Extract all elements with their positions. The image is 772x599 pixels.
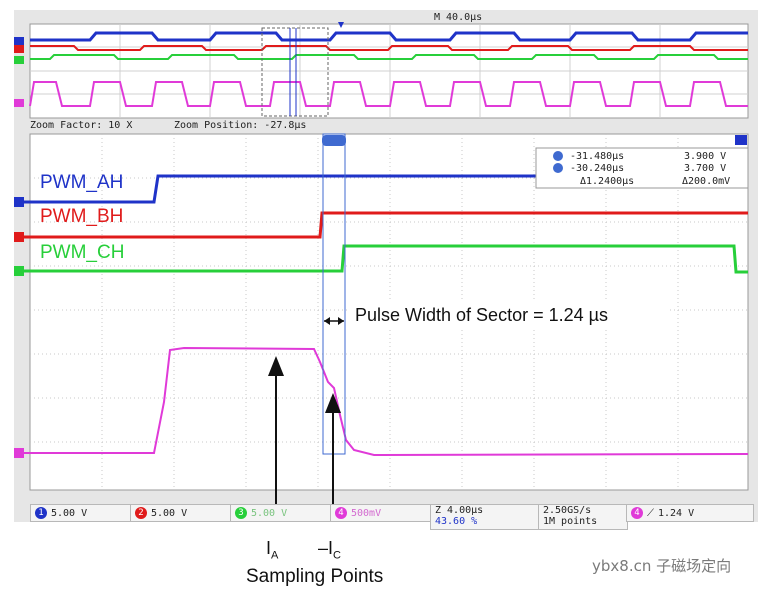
ic-arrow-head-icon (325, 393, 341, 413)
cursor-a-time: -31.480µs (570, 151, 624, 162)
ch2-marker-overview (14, 45, 24, 53)
trace-pwm-ah (14, 174, 748, 204)
ch4-setting[interactable]: 4 500mV (330, 504, 434, 522)
zoom-window (261, 27, 329, 117)
pulse-width-note: Pulse Width of Sector = 1.24 µs (355, 305, 608, 325)
ch1-setting[interactable]: 1 5.00 V (30, 504, 134, 522)
trace-pwm-bh (14, 211, 748, 239)
ch2-badge: 2 (135, 507, 147, 519)
trace-pwm-ch (14, 244, 748, 274)
ic-subscript: C (333, 549, 341, 562)
trigger-marker-icon (338, 22, 344, 28)
ic-label: –IC (318, 538, 341, 562)
cursor-delta-value: Δ200.0mV (682, 176, 730, 187)
ch1-marker-overview (14, 37, 24, 45)
cursor-b-value: 3.700 V (684, 163, 726, 174)
cursor-delta-time: Δ1.2400µs (580, 176, 634, 187)
cursor-b-time: -30.240µs (570, 163, 624, 174)
pulse-note-bg (348, 302, 668, 330)
ia-arrow-head-icon (268, 356, 284, 376)
sample-rate: 2.50GS/s (543, 505, 592, 516)
oscilloscope-screen: M 40.0µs Zoom Factor: 10 X Zoom Position… (14, 10, 758, 530)
trigger-level: 1.24 V (658, 507, 695, 519)
ch4-marker (14, 448, 24, 458)
ch3-marker (14, 266, 24, 276)
ch3-scale: 5.00 V (251, 507, 288, 519)
overview-trace-current (29, 81, 748, 107)
main-grid (30, 134, 748, 490)
trigger-position-icon (735, 135, 747, 145)
cursor-a-value: 3.900 V (684, 151, 726, 162)
ch2-scale: 5.00 V (151, 507, 188, 519)
ia-text: I (266, 538, 272, 558)
overview-trace-bh (30, 45, 748, 51)
zoom-position-label: Zoom Position: -27.8µs (174, 120, 306, 131)
trigger-source-badge: 4 (631, 507, 643, 519)
pwm-ch-label: PWM_CH (40, 242, 124, 263)
cursor-a-icon (553, 151, 563, 161)
overview-trace-ch (30, 54, 748, 60)
ch4-scale: 500mV (351, 507, 382, 519)
watermark: ybx8.cn 子磁场定向 (592, 557, 732, 575)
timebase-label: M 40.0µs (434, 12, 482, 23)
ic-text: –I (318, 538, 334, 558)
zoom-timebase: Z 4.00µs (435, 505, 484, 516)
ch1-badge: 1 (35, 507, 47, 519)
overview-trace-ah (30, 31, 748, 42)
pulse-arrow-left-icon (324, 317, 330, 325)
ch3-badge: 3 (235, 507, 247, 519)
ch4-marker-overview (14, 99, 24, 107)
pwm-bh-label: PWM_BH (40, 206, 123, 227)
record-length: 1M points (543, 516, 598, 527)
cursor-readout-box (535, 147, 749, 189)
pulse-arrow-right-icon (338, 317, 344, 325)
ch2-setting[interactable]: 2 5.00 V (130, 504, 234, 522)
cursor-label-ab-icon (322, 135, 346, 146)
ia-subscript: A (271, 549, 279, 562)
status-bar: 1 5.00 V 2 5.00 V 3 5.00 V 4 500mV Z 4.0… (14, 502, 758, 530)
rising-edge-icon: ⟋ (647, 507, 654, 519)
pwm-ah-label: PWM_AH (40, 172, 123, 193)
ch1-scale: 5.00 V (51, 507, 88, 519)
ch2-marker (14, 232, 24, 242)
acquisition-setting[interactable]: 2.50GS/s 1M points (538, 504, 628, 530)
horizontal-setting[interactable]: Z 4.00µs 43.60 % (430, 504, 540, 530)
cursor-b-icon (553, 163, 563, 173)
ch1-marker (14, 197, 24, 207)
ch4-badge: 4 (335, 507, 347, 519)
trigger-position: 43.60 % (435, 516, 478, 527)
zoom-factor-label: Zoom Factor: 10 X (30, 120, 132, 131)
scope-display: M 40.0µs Zoom Factor: 10 X Zoom Position… (14, 12, 749, 522)
trace-phase-current (14, 346, 749, 457)
sampling-points-label: Sampling Points (246, 566, 384, 587)
ch3-setting[interactable]: 3 5.00 V (230, 504, 334, 522)
ia-label: IA (266, 538, 278, 562)
trigger-setting[interactable]: 4 ⟋ 1.24 V (626, 504, 754, 522)
ch3-marker-overview (14, 56, 24, 64)
